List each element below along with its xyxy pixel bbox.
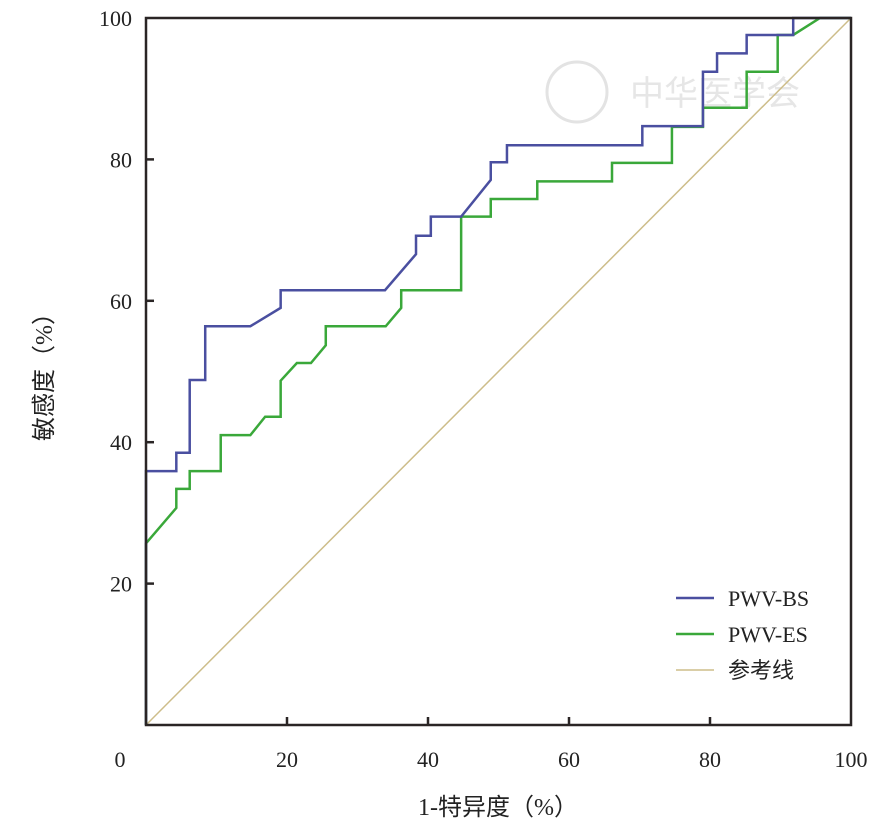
plot-frame bbox=[144, 16, 853, 727]
x-tick-label: 0 bbox=[115, 747, 126, 772]
x-tick-label: 20 bbox=[276, 747, 298, 772]
legend-label: PWV-ES bbox=[728, 622, 808, 647]
y-tick-label: 80 bbox=[110, 147, 132, 172]
watermark-logo-icon bbox=[545, 60, 609, 124]
x-tick-label: 40 bbox=[417, 747, 439, 772]
series-line-参考线 bbox=[145, 17, 852, 726]
series-line-PWV-BS bbox=[144, 16, 851, 725]
legend-label: 参考线 bbox=[728, 658, 794, 683]
y-axis-label: 敏感度（%） bbox=[31, 301, 58, 441]
y-tick-label: 100 bbox=[99, 6, 132, 31]
legend-label: PWV-BS bbox=[728, 586, 809, 611]
x-axis-label: 1-特异度（%） bbox=[418, 794, 578, 821]
series-line-PWV-ES bbox=[144, 16, 851, 725]
x-tick-label: 100 bbox=[835, 747, 868, 772]
y-tick-label: 60 bbox=[110, 289, 132, 314]
y-tick-label: 40 bbox=[110, 430, 132, 455]
y-tick-label: 20 bbox=[110, 572, 132, 597]
x-tick-label: 80 bbox=[699, 747, 721, 772]
x-tick-label: 60 bbox=[558, 747, 580, 772]
